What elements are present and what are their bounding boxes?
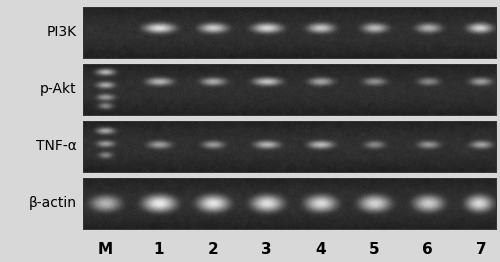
Text: 4: 4 <box>315 242 326 257</box>
Text: 1: 1 <box>154 242 164 257</box>
Text: p-Akt: p-Akt <box>40 83 76 96</box>
Text: 6: 6 <box>422 242 433 257</box>
Text: 3: 3 <box>261 242 272 257</box>
Text: 2: 2 <box>208 242 218 257</box>
Text: β-actin: β-actin <box>28 196 76 210</box>
Text: 7: 7 <box>476 242 487 257</box>
Text: TNF-α: TNF-α <box>36 139 76 153</box>
Text: 5: 5 <box>368 242 380 257</box>
Text: M: M <box>98 242 113 257</box>
Text: PI3K: PI3K <box>46 25 76 39</box>
